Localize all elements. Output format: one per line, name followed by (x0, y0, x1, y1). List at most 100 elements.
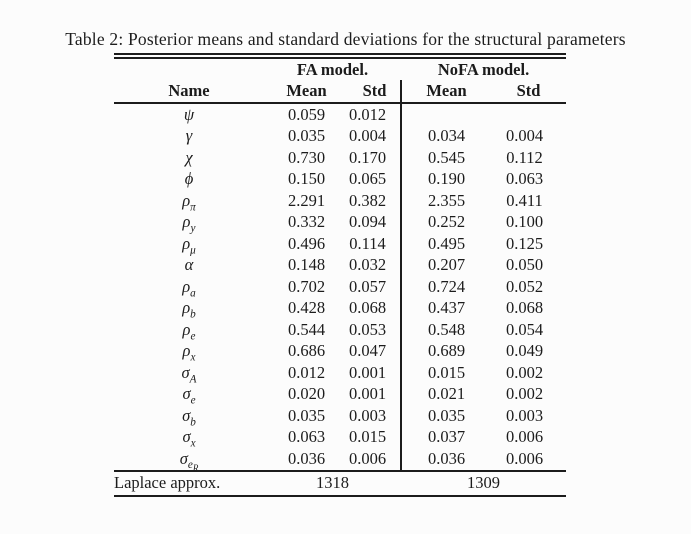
fa-std-value: 0.094 (349, 212, 387, 232)
laplace-fa-value: 1318 (264, 469, 402, 497)
nofa-mean-value: 0.035 (400, 405, 492, 427)
nofa-std-value: 0.049 (505, 341, 544, 361)
fa-mean-value: 0.063 (287, 427, 326, 447)
nofa-std-value: 0.002 (505, 384, 544, 404)
fa-std-value: 0.382 (349, 190, 387, 210)
nofa-std-value: 0.006 (505, 427, 544, 447)
parameter-name: ρe (182, 319, 196, 343)
parameter-name: ρy (182, 212, 196, 235)
fa-std-value: 0.065 (349, 169, 387, 189)
parameter-name: χ (185, 147, 193, 167)
nofa-std-value: 0.052 (505, 276, 544, 296)
parameter-name: ϕ (184, 169, 194, 189)
table-row: ψ 0.059 0.012 (114, 103, 566, 126)
table-row: γ 0.035 0.004 0.034 0.004 (114, 125, 566, 147)
fa-mean-value: 0.059 (287, 104, 326, 124)
nofa-std-value: 0.002 (505, 362, 544, 382)
column-header-row: Name Mean Std Mean Std (114, 80, 567, 104)
name-column-header: Name (114, 80, 264, 104)
table-row: σx 0.063 0.015 0.037 0.006 (114, 426, 566, 450)
nofa-mean-value: 0.724 (400, 276, 492, 298)
nofa-mean-value: 0.015 (400, 362, 492, 384)
nofa-std-value: 0.004 (505, 126, 544, 146)
parameter-name: ρa (182, 276, 196, 300)
nofa-mean-value: 0.036 (400, 448, 492, 471)
parameter-name: σA (181, 362, 197, 386)
fa-std-value: 0.170 (349, 147, 387, 167)
parameter-name: ψ (183, 104, 195, 124)
nofa-model-group-header: NoFA model. (401, 53, 567, 80)
nofa-std-value: 0.050 (505, 255, 544, 275)
fa-mean-value: 0.332 (287, 212, 326, 232)
nofa-mean-value: 0.437 (400, 297, 492, 319)
nofa-mean-value: 2.355 (400, 190, 492, 212)
nofa-mean-value: 0.545 (400, 147, 492, 169)
fa-mean-value: 0.020 (287, 384, 326, 404)
laplace-approx-label: Laplace approx. (114, 469, 264, 497)
table-row: ρμ 0.496 0.114 0.495 0.125 (114, 233, 566, 257)
group-header-spacer (114, 53, 264, 80)
fa-std-value: 0.003 (349, 405, 387, 425)
table-row: σb 0.035 0.003 0.035 0.003 (114, 405, 566, 428)
fa-mean-value: 0.686 (287, 341, 326, 361)
fa-mean-column-header: Mean (264, 80, 349, 104)
table-row: ρy 0.332 0.094 0.252 0.100 (114, 211, 566, 235)
nofa-mean-value: 0.037 (400, 426, 492, 448)
nofa-mean-value: 0.190 (400, 168, 492, 190)
fa-std-value: 0.001 (349, 362, 387, 382)
nofa-std-value: 0.054 (505, 319, 544, 339)
parameter-name: γ (185, 126, 193, 146)
nofa-std-value: 0.125 (505, 233, 544, 253)
fa-std-value: 0.047 (349, 341, 387, 361)
table-row: ρπ 2.291 0.382 2.355 0.411 (114, 190, 566, 214)
nofa-mean-value: 0.548 (400, 319, 492, 341)
fa-std-value: 0.012 (349, 104, 387, 124)
nofa-std-value: 0.063 (505, 169, 544, 189)
fa-mean-value: 0.036 (287, 448, 326, 468)
nofa-mean-value: 0.252 (400, 211, 492, 233)
table-row: ρx 0.686 0.047 0.689 0.049 (114, 340, 566, 364)
fa-mean-value: 0.012 (287, 362, 326, 382)
nofa-std-value: 0.411 (506, 190, 543, 210)
table-caption: Table 2: Posterior means and standard de… (65, 29, 626, 49)
model-group-header-row: FA model. NoFA model. (114, 53, 567, 80)
table-row: ϕ 0.150 0.065 0.190 0.063 (114, 168, 566, 190)
nofa-mean-value: 0.207 (400, 254, 492, 276)
nofa-mean-value: 0.495 (400, 233, 492, 255)
posterior-parameters-table: FA model. NoFA model. Name Mean Std Mean… (114, 53, 567, 497)
parameter-name: ρx (182, 341, 196, 364)
fa-std-value: 0.015 (349, 427, 387, 447)
parameter-name: ρμ (182, 233, 196, 257)
fa-mean-value: 0.730 (287, 147, 326, 167)
fa-mean-value: 0.035 (287, 405, 326, 425)
fa-model-group-header: FA model. (264, 53, 402, 80)
nofa-mean-value (400, 103, 492, 126)
fa-mean-value: 0.150 (287, 169, 326, 189)
fa-std-value: 0.057 (349, 276, 387, 296)
parameter-name: σeR (179, 448, 199, 474)
nofa-std-value: 0.100 (505, 212, 544, 232)
parameter-name: σe (182, 384, 196, 407)
laplace-nofa-value: 1309 (401, 469, 567, 497)
nofa-std-value: 0.112 (506, 147, 543, 167)
parameter-name: σx (182, 427, 196, 450)
nofa-mean-value: 0.689 (400, 340, 492, 362)
table-row: σe 0.020 0.001 0.021 0.002 (114, 383, 566, 407)
table-row: σA 0.012 0.001 0.015 0.002 (114, 362, 566, 386)
table-row: ρe 0.544 0.053 0.548 0.054 (114, 319, 566, 343)
nofa-mean-column-header: Mean (400, 80, 492, 104)
table-row: ρb 0.428 0.068 0.437 0.068 (114, 297, 566, 320)
fa-mean-value: 0.702 (287, 276, 326, 296)
table-row: α 0.148 0.032 0.207 0.050 (114, 254, 566, 276)
nofa-std-value: 0.006 (505, 448, 544, 468)
parameter-name: ρπ (182, 190, 196, 214)
laplace-approx-row: Laplace approx. 1318 1309 (114, 469, 567, 497)
fa-std-value: 0.006 (349, 448, 387, 468)
fa-mean-value: 0.544 (287, 319, 326, 339)
fa-mean-value: 0.148 (287, 255, 326, 275)
fa-mean-value: 0.035 (287, 126, 326, 146)
table-row: χ 0.730 0.170 0.545 0.112 (114, 147, 566, 169)
nofa-mean-value: 0.034 (400, 125, 492, 147)
nofa-std-value (491, 103, 566, 126)
